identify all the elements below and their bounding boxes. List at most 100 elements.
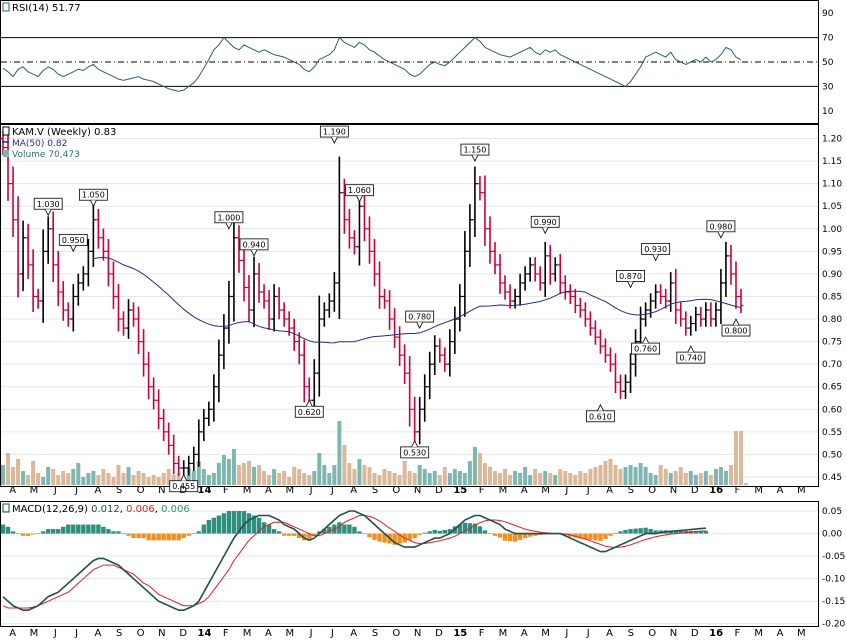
price-callout: 0.760 [631,336,661,355]
volume-bar [211,473,216,485]
time-axis-label: S [628,628,634,639]
macd-histogram-bar [678,530,683,534]
time-axis-label: N [414,628,421,639]
ohlc-bar [351,230,357,255]
price-callout: 1.060 [345,184,374,203]
price-callout: 0.930 [641,242,671,262]
callout-pointer [597,403,604,411]
time-axis-label: D [179,485,187,496]
callout-pointer [180,473,188,481]
time-axis-label: J [309,485,313,496]
volume-bar [412,473,417,485]
volume-bar [287,477,292,485]
volume-bar [402,461,407,485]
macd-histogram-bar [307,533,312,541]
macd-histogram-bar [231,511,237,534]
macd-panel-frame [0,501,819,627]
ohlc-bar [532,257,538,282]
time-axis-label: F [223,628,229,639]
time-axis-label: J [564,485,568,496]
volume-bar [141,473,146,485]
price-callout: 0.800 [721,318,751,337]
callout-label: 1.060 [348,186,371,195]
macd-tick-label: -0.10 [822,575,846,585]
time-axis-label: A [9,628,16,639]
volume-bar [618,469,623,485]
ohlc-bar [161,409,167,442]
price-tick-label: 0.45 [822,473,842,483]
rsi-axis-ticks: 90 70 50 30 10 [822,9,834,117]
ohlc-bar [10,166,16,237]
price-axis-ticks: 1.20 1.15 1.10 1.05 1.00 0.95 0.90 0.85 0.80 0.75… [822,135,842,483]
price-callout: 0.530 [400,439,430,459]
ohlc-bar [361,193,367,242]
volume-bar [482,463,487,485]
macd-histogram-bar [648,529,653,534]
time-axis-label: F [223,485,229,496]
ohlc-bar [346,208,352,249]
volume-bar [447,473,452,485]
macd-histogram-bar [337,522,342,534]
macd-histogram-bar [312,533,317,536]
volume-bar [397,475,402,485]
volume-bar [41,477,46,485]
time-axis-label: 14 [198,485,212,496]
ohlc-bar [517,273,523,306]
rsi-line [2,36,742,92]
macd-histogram-bar [497,533,503,538]
volume-bar [713,469,718,485]
price-callout: 0.455 [169,473,199,493]
callout-pointer [90,200,97,208]
price-tick-label: 1.05 [822,202,842,212]
time-axis-label: J [53,628,57,639]
volume-bar [693,475,698,485]
ohlc-bar [713,302,719,327]
macd-histogram-bar [91,524,96,534]
volume-bar [683,473,688,485]
macd-histogram-bar [427,531,432,534]
ohlc-bar [241,246,247,302]
volume-bar [568,473,573,485]
time-axis-label: M [30,628,39,639]
volume-bar [553,475,558,485]
volume-bar [216,463,221,485]
volume-bar [678,467,683,485]
macd-histogram-bar [407,533,412,541]
callout-pointer [305,399,313,407]
price-tick-label: 0.90 [822,270,842,280]
volume-bar [723,471,728,485]
volume-bar [156,477,161,485]
volume-bar [91,471,96,485]
time-axis-label: N [414,485,421,496]
price-callout: 0.940 [239,238,269,257]
volume-bar [241,463,246,485]
callout-label: 1.000 [217,213,240,222]
macd-histogram-bar [161,533,166,541]
time-axis-label: J [586,628,590,639]
ohlc-bar [628,353,634,394]
macd-histogram-bar [583,533,588,540]
price-tick-label: 0.55 [822,428,842,438]
price-tick-label: 1.00 [822,225,842,235]
price-tick-label: 0.95 [822,247,842,257]
ohlc-bar [417,396,423,445]
ohlc-bar [60,281,66,321]
volume-bar [708,475,713,485]
macd-histogram-bar [623,529,628,534]
time-axis-label: O [137,485,145,496]
volume-bar [302,473,307,485]
macd-histogram-bar [342,524,347,534]
volume-bar [46,467,51,485]
price-tick-label: 0.50 [822,450,842,460]
time-axis-label: 15 [453,628,467,639]
macd-tick-label: -0.15 [822,597,845,607]
ohlc-bar [216,339,222,403]
time-axis-label: A [265,628,272,639]
volume-bar [457,471,462,485]
macd-histogram-bar [176,533,181,541]
ohlc-bar [607,347,613,372]
callout-label: 0.740 [679,354,702,363]
macd-histogram-bar [638,528,643,534]
macd-tick-label: 0.00 [822,530,842,540]
volume-bar [417,465,422,485]
